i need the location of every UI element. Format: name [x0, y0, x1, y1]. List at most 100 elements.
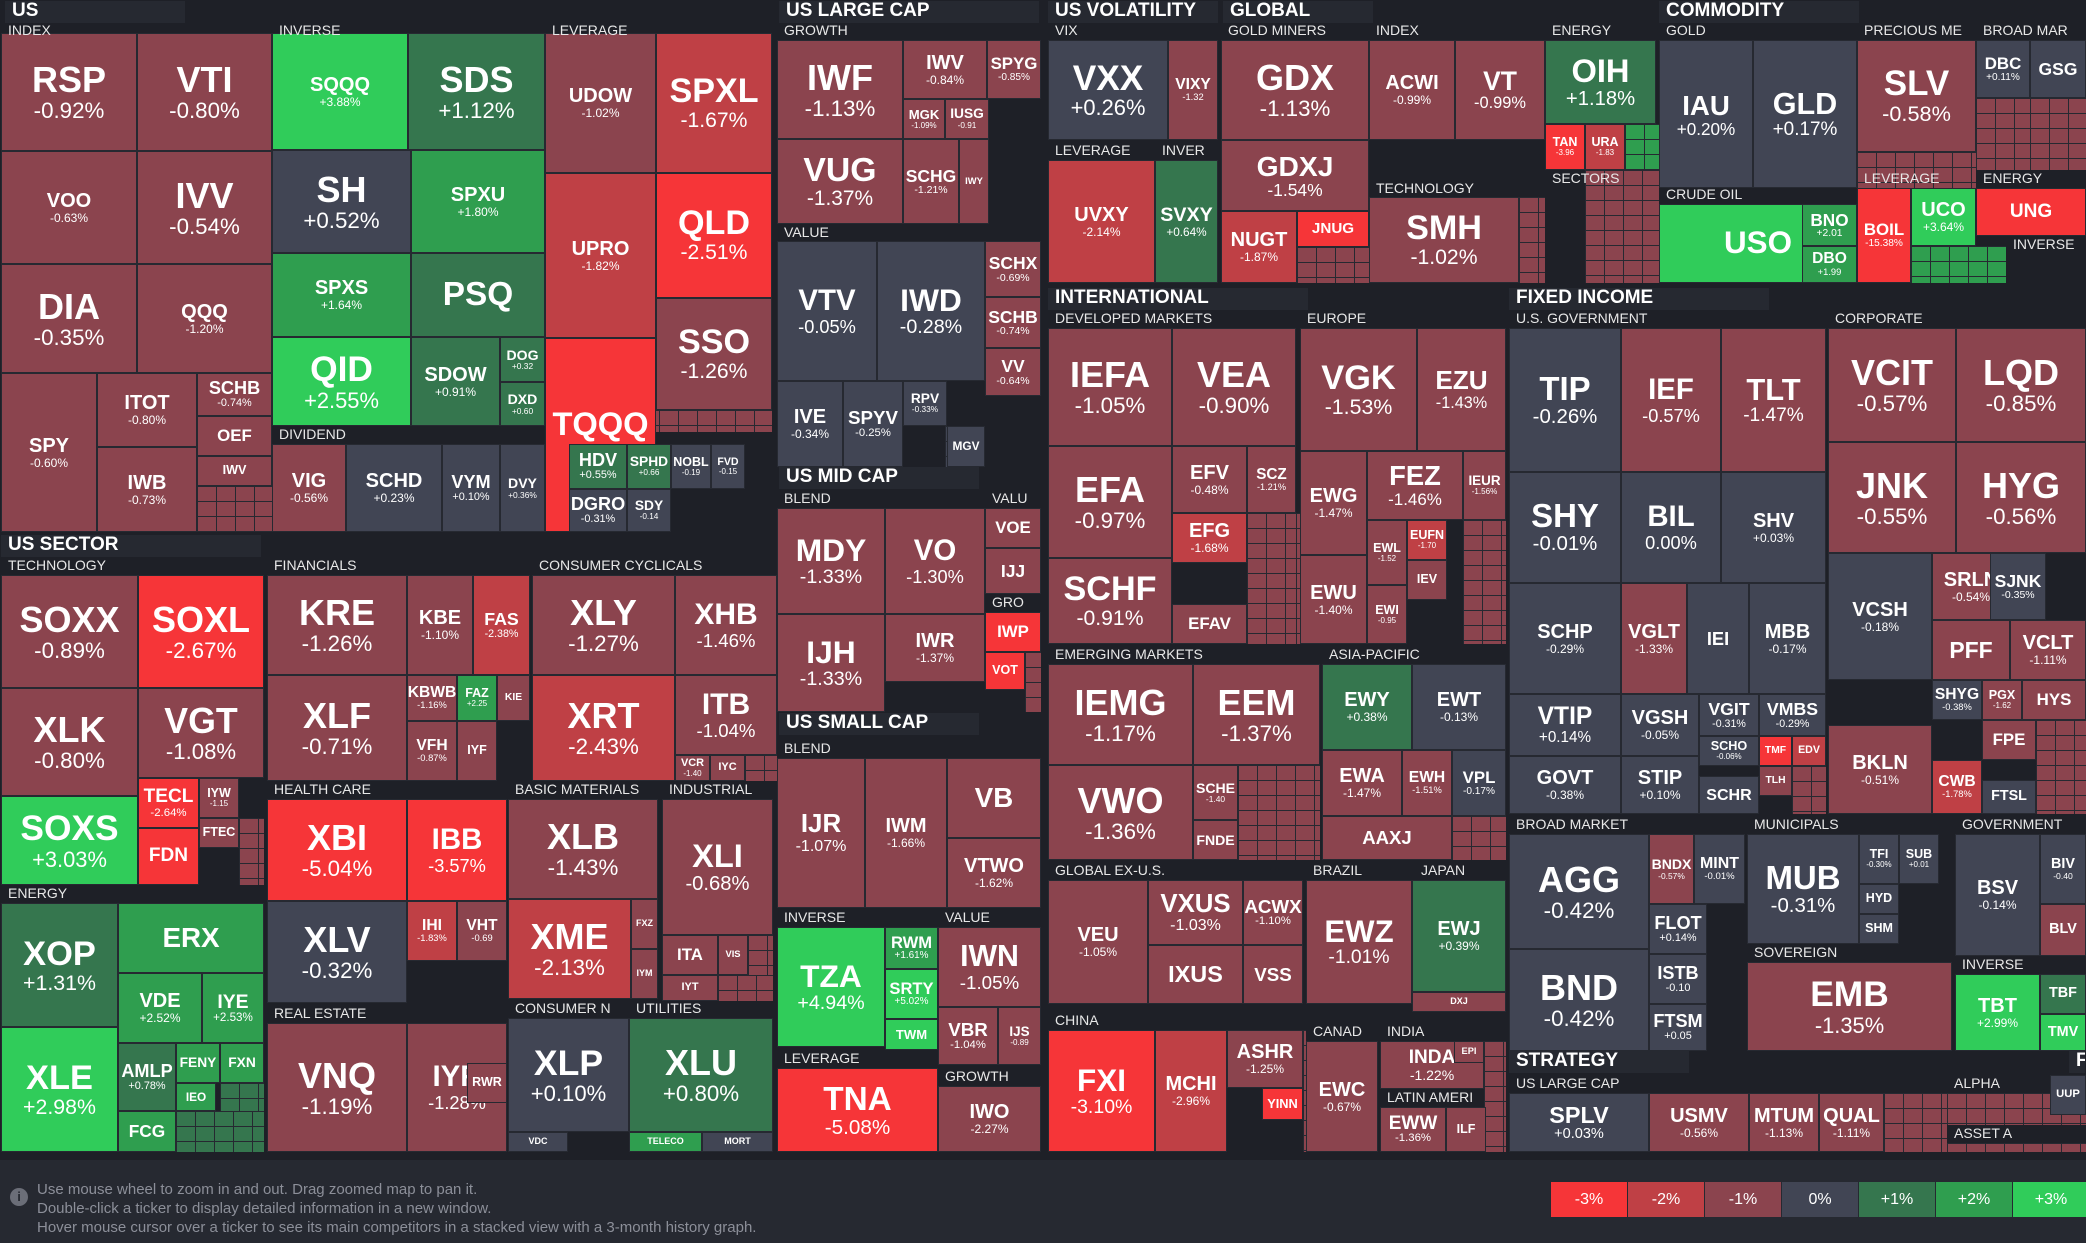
- ticker-tile[interactable]: VCSH -0.18%: [1828, 553, 1932, 680]
- small-tiles-cluster[interactable]: [1463, 520, 1506, 644]
- ticker-tile[interactable]: TELECO: [629, 1132, 702, 1152]
- ticker-tile[interactable]: DVY +0.36%: [500, 444, 545, 532]
- ticker-tile[interactable]: SLV -0.58%: [1857, 40, 1976, 152]
- ticker-tile[interactable]: VIXY -1.32: [1168, 40, 1218, 140]
- ticker-tile[interactable]: IJH -1.33%: [777, 614, 885, 712]
- ticker-tile[interactable]: IWD -0.28%: [877, 241, 985, 381]
- ticker-tile[interactable]: XLI -0.68%: [662, 799, 773, 935]
- ticker-tile[interactable]: ISTB -0.10: [1649, 954, 1707, 1004]
- ticker-tile[interactable]: IWY: [959, 139, 989, 224]
- ticker-tile[interactable]: VBR -1.04%: [938, 1007, 998, 1065]
- ticker-tile[interactable]: IYM: [631, 949, 658, 999]
- ticker-tile[interactable]: QID +2.55%: [272, 337, 411, 426]
- ticker-tile[interactable]: VEU -1.05%: [1048, 880, 1148, 1004]
- ticker-tile[interactable]: SPYV -0.25%: [843, 381, 903, 467]
- ticker-tile[interactable]: IEI: [1687, 583, 1749, 694]
- small-tiles-cluster[interactable]: [1884, 1093, 1947, 1152]
- ticker-tile[interactable]: IEV: [1407, 560, 1447, 600]
- ticker-tile[interactable]: IYF: [457, 721, 497, 781]
- small-tiles-cluster[interactable]: [2036, 720, 2086, 814]
- small-tiles-cluster[interactable]: [745, 755, 777, 781]
- ticker-tile[interactable]: IYE +2.53%: [202, 973, 264, 1043]
- small-tiles-cluster[interactable]: [718, 975, 773, 1001]
- ticker-tile[interactable]: RWM +1.61%: [885, 927, 938, 969]
- ticker-tile[interactable]: FNDE: [1193, 820, 1238, 860]
- ticker-tile[interactable]: FXI -3.10%: [1048, 1030, 1155, 1152]
- ticker-tile[interactable]: UNG: [1976, 188, 2086, 236]
- ticker-tile[interactable]: SCHB -0.74%: [985, 297, 1041, 348]
- ticker-tile[interactable]: BIL 0.00%: [1621, 472, 1721, 583]
- ticker-tile[interactable]: VO -1.30%: [885, 508, 985, 614]
- ticker-tile[interactable]: KBE -1.10%: [407, 575, 473, 675]
- ticker-tile[interactable]: BIV -0.40: [2040, 834, 2086, 904]
- ticker-tile[interactable]: VGIT -0.31%: [1699, 694, 1759, 736]
- ticker-tile[interactable]: AMLP +0.78%: [118, 1043, 176, 1111]
- ticker-tile[interactable]: IXUS: [1148, 945, 1243, 1004]
- ticker-tile[interactable]: HYD: [1859, 884, 1899, 914]
- ticker-tile[interactable]: IYW -1.15: [199, 778, 239, 818]
- ticker-tile[interactable]: BLV: [2040, 904, 2086, 956]
- ticker-tile[interactable]: TFI -0.30%: [1859, 834, 1899, 884]
- ticker-tile[interactable]: BNO +2.01: [1802, 204, 1857, 246]
- small-tiles-cluster[interactable]: [1976, 98, 2030, 170]
- ticker-tile[interactable]: VGK -1.53%: [1300, 328, 1417, 451]
- ticker-tile[interactable]: FXN: [220, 1043, 264, 1083]
- ticker-tile[interactable]: EZU -1.43%: [1417, 328, 1506, 451]
- ticker-tile[interactable]: GDXJ -1.54%: [1221, 140, 1369, 211]
- ticker-tile[interactable]: IJJ: [985, 548, 1041, 594]
- ticker-tile[interactable]: IWV: [197, 456, 272, 486]
- ticker-tile[interactable]: SUB +0.01: [1899, 834, 1939, 884]
- ticker-tile[interactable]: IBB -3.57%: [407, 799, 507, 901]
- ticker-tile[interactable]: IWO -2.27%: [938, 1086, 1041, 1152]
- ticker-tile[interactable]: FTSM +0.05: [1649, 1004, 1707, 1051]
- ticker-tile[interactable]: BSV -0.14%: [1955, 834, 2040, 956]
- ticker-tile[interactable]: DXJ: [1412, 992, 1506, 1012]
- ticker-tile[interactable]: LQD -0.85%: [1956, 328, 2086, 442]
- ticker-tile[interactable]: IWR -1.37%: [885, 614, 985, 682]
- ticker-tile[interactable]: EUFN -1.70: [1407, 520, 1447, 560]
- ticker-tile[interactable]: QQQ -1.20%: [137, 264, 272, 373]
- ticker-tile[interactable]: IWF -1.13%: [777, 40, 903, 139]
- ticker-tile[interactable]: FCG: [118, 1111, 176, 1152]
- small-tiles-cluster[interactable]: [1947, 1143, 2086, 1152]
- ticker-tile[interactable]: DGRO -0.31%: [569, 489, 627, 532]
- ticker-tile[interactable]: SCHG -1.21%: [903, 139, 959, 224]
- ticker-tile[interactable]: VFH -0.87%: [407, 721, 457, 781]
- ticker-tile[interactable]: EFAV: [1172, 604, 1247, 644]
- ticker-tile[interactable]: VMBS -0.29%: [1759, 694, 1826, 736]
- ticker-tile[interactable]: KRE -1.26%: [267, 575, 407, 675]
- ticker-tile[interactable]: FVD -0.15: [711, 444, 745, 489]
- small-tiles-cluster[interactable]: [1238, 765, 1320, 860]
- ticker-tile[interactable]: EFG -1.68%: [1172, 513, 1247, 563]
- ticker-tile[interactable]: SCZ -1.21%: [1247, 446, 1296, 513]
- ticker-tile[interactable]: XLV -0.32%: [267, 901, 407, 1003]
- ticker-tile[interactable]: DIA -0.35%: [1, 264, 137, 373]
- ticker-tile[interactable]: STIP +0.10%: [1621, 756, 1699, 814]
- ticker-tile[interactable]: SJNK -0.35%: [1990, 553, 2046, 620]
- ticker-tile[interactable]: MTUM -1.13%: [1749, 1093, 1819, 1152]
- ticker-tile[interactable]: MGV: [947, 426, 985, 467]
- ticker-tile[interactable]: IWN -1.05%: [938, 927, 1041, 1007]
- ticker-tile[interactable]: VB: [947, 758, 1041, 838]
- ticker-tile[interactable]: IWM -1.66%: [865, 758, 947, 908]
- ticker-tile[interactable]: HYG -0.56%: [1956, 442, 2086, 553]
- small-tiles-cluster[interactable]: [1297, 247, 1369, 283]
- ticker-tile[interactable]: SOXL -2.67%: [138, 575, 264, 688]
- ticker-tile[interactable]: NOBL -0.19: [671, 444, 711, 489]
- ticker-tile[interactable]: HYS: [2022, 680, 2086, 720]
- ticker-tile[interactable]: IEO: [176, 1083, 216, 1111]
- ticker-tile[interactable]: AGG -0.42%: [1509, 834, 1649, 949]
- ticker-tile[interactable]: EWT -0.13%: [1412, 664, 1506, 750]
- ticker-tile[interactable]: OEF: [197, 416, 272, 456]
- ticker-tile[interactable]: SCHB -0.74%: [197, 373, 272, 416]
- ticker-tile[interactable]: VPL -0.17%: [1452, 750, 1506, 816]
- ticker-tile[interactable]: FTSL: [1982, 780, 2036, 814]
- ticker-tile[interactable]: SMH -1.02%: [1369, 197, 1519, 283]
- ticker-tile[interactable]: XLY -1.27%: [532, 575, 675, 675]
- ticker-tile[interactable]: DBC +0.11%: [1976, 40, 2030, 98]
- ticker-tile[interactable]: FXZ: [631, 899, 658, 949]
- ticker-tile[interactable]: UUP: [2050, 1075, 2086, 1115]
- ticker-tile[interactable]: SHV +0.03%: [1721, 472, 1826, 583]
- small-tiles-cluster[interactable]: [1857, 152, 1976, 188]
- ticker-tile[interactable]: ILF: [1446, 1107, 1486, 1152]
